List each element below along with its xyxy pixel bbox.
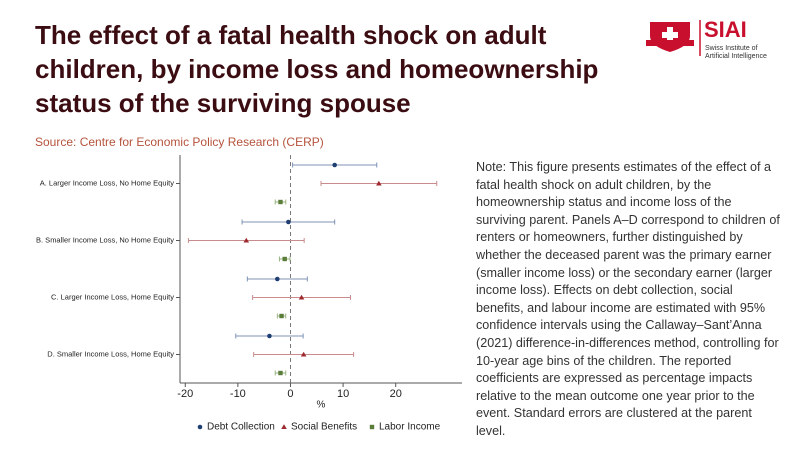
note: Note: This figure presents estimates of … bbox=[476, 160, 780, 438]
point bbox=[332, 162, 337, 168]
y-tick-label: A. Larger Income Loss, No Home Equity bbox=[40, 178, 174, 187]
y-tick-label: B. Smaller Income Loss, No Home Equity bbox=[36, 235, 174, 244]
legend-marker bbox=[197, 424, 203, 430]
title-line: children, by income loss and homeownersh… bbox=[35, 54, 599, 84]
point bbox=[278, 199, 283, 205]
point bbox=[282, 256, 287, 262]
title-line: The effect of a fatal health shock on ad… bbox=[35, 20, 547, 50]
legend-label: Social Benefits bbox=[291, 422, 357, 433]
point bbox=[278, 370, 283, 376]
legend-marker bbox=[369, 424, 375, 430]
y-tick-label: D. Smaller Income Loss, Home Equity bbox=[47, 349, 174, 358]
logo-name: SIAI bbox=[704, 17, 747, 42]
title: The effect of a fatal health shock on ad… bbox=[35, 18, 598, 120]
x-tick-label: -10 bbox=[230, 388, 246, 400]
logo-ribbon bbox=[646, 40, 694, 46]
point bbox=[300, 351, 307, 357]
point bbox=[286, 219, 291, 225]
x-tick-label: 10 bbox=[337, 388, 349, 400]
source: Source: Centre for Economic Policy Resea… bbox=[35, 135, 324, 149]
legend-label: Labor Income bbox=[379, 422, 441, 433]
logo: SIAI Swiss Institute of Artificial Intel… bbox=[646, 17, 767, 60]
y-tick-label: C. Larger Income Loss, Home Equity bbox=[51, 292, 174, 301]
point bbox=[298, 294, 305, 300]
point bbox=[275, 276, 280, 282]
title-line: status of the surviving spouse bbox=[35, 88, 411, 118]
logo-tagline: Swiss Institute of bbox=[705, 45, 758, 52]
point bbox=[243, 237, 250, 243]
x-tick-label: -20 bbox=[177, 388, 193, 400]
x-axis-label: % bbox=[317, 400, 326, 411]
legend-label: Debt Collection bbox=[207, 422, 275, 433]
logo-tagline: Artificial Intelligence bbox=[705, 53, 767, 60]
point bbox=[376, 180, 382, 186]
point bbox=[279, 313, 284, 319]
logo-cross bbox=[662, 32, 678, 38]
x-tick-label: 20 bbox=[390, 388, 402, 400]
x-tick-label: 0 bbox=[287, 388, 293, 400]
legend-marker bbox=[281, 424, 287, 429]
point bbox=[267, 333, 272, 339]
